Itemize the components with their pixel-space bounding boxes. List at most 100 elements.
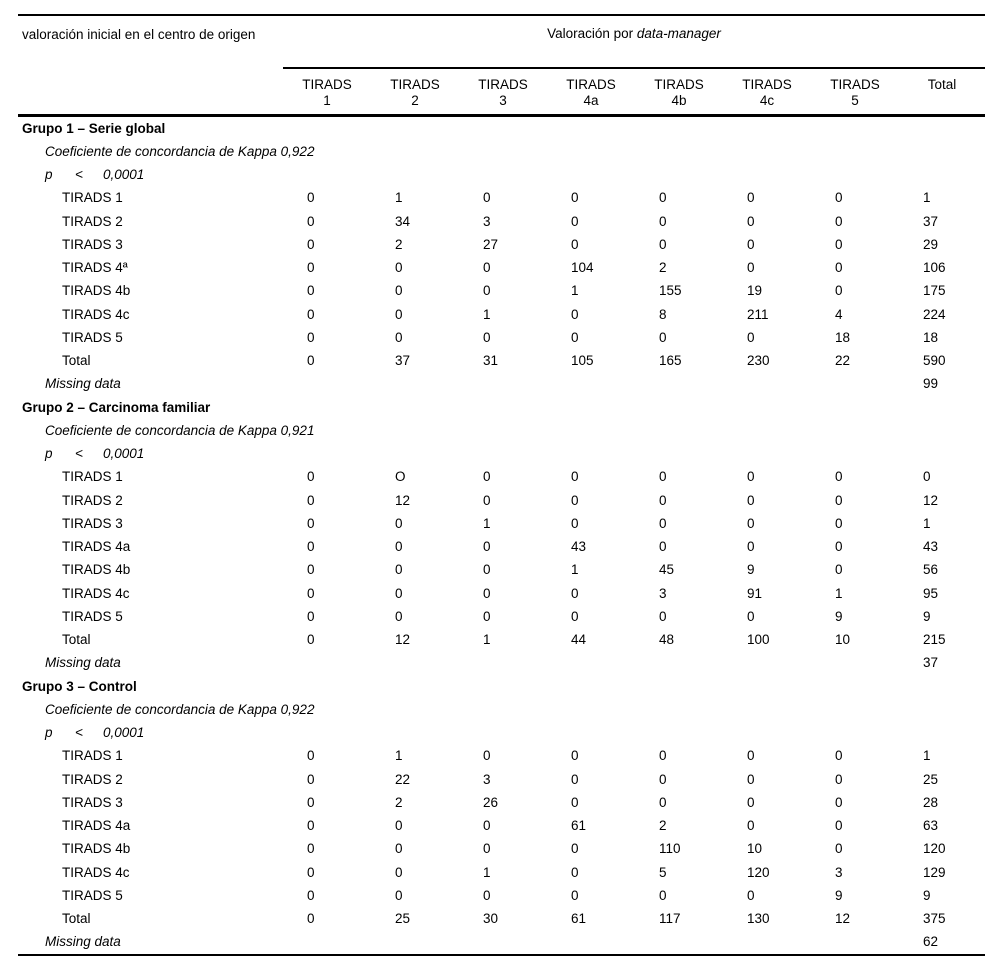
table-row: TIRADS 1 0 1 0 0 0 0 0 1	[18, 744, 985, 767]
row-label: TIRADS 5	[62, 329, 123, 345]
value-cell: 1	[571, 562, 579, 578]
value-cell: 0	[483, 841, 491, 857]
value-cell: 0	[395, 608, 403, 624]
value-cell: 230	[747, 353, 770, 368]
value-cell: 0	[835, 818, 843, 833]
value-cell: 0	[307, 236, 315, 252]
value-cell: 0	[307, 329, 315, 345]
value-cell: 29	[923, 236, 939, 252]
value-cell: 0	[571, 887, 579, 903]
table-row: Total 0 12 1 44 48 100 10 215	[18, 628, 985, 651]
value-cell: 9	[835, 608, 843, 624]
table-row: TIRADS 4c 0 0 1 0 5 120 3 129	[18, 861, 985, 884]
row-label: TIRADS 2	[62, 771, 123, 787]
value-cell: 0	[835, 539, 843, 554]
table-body: Grupo 1 – Serie global Coeficiente de con…	[18, 115, 985, 955]
table-row: TIRADS 4c 0 0 0 0 3 91 1 95	[18, 582, 985, 605]
value-cell: 43	[923, 539, 939, 554]
table-row: TIRADS 5 0 0 0 0 0 0 9 9	[18, 884, 985, 907]
value-cell: 18	[835, 329, 851, 345]
value-cell: 91	[747, 585, 763, 601]
group-title: Grupo 3 – Control	[22, 678, 137, 694]
table-row: TIRADS 2 0 12 0 0 0 0 0 12	[18, 489, 985, 512]
value-cell: 1	[483, 515, 491, 531]
value-cell: 0	[835, 469, 843, 485]
value-cell: 1	[923, 748, 931, 764]
value-cell: 2	[395, 236, 403, 252]
value-cell: 0	[747, 236, 755, 252]
value-cell: 56	[923, 562, 939, 578]
value-cell: 61	[571, 818, 587, 833]
col-header-tirads-4c: TIRADS 4c	[723, 68, 811, 117]
value-cell: 37	[923, 213, 939, 229]
value-cell: 0	[395, 818, 403, 833]
kappa-coefficient: Coeficiente de concordancia de Kappa 0,9…	[45, 143, 315, 159]
col-header-tirads-1: TIRADS 1	[283, 68, 371, 117]
p-operator: <	[75, 446, 83, 461]
value-cell: 0	[483, 260, 491, 275]
value-cell: 211	[747, 306, 769, 322]
value-cell: 0	[307, 213, 315, 229]
value-cell: 2	[395, 794, 403, 810]
value-cell: 1	[923, 515, 931, 531]
table-row: TIRADS 3 0 2 26 0 0 0 0 28	[18, 791, 985, 814]
value-cell: 0	[395, 283, 403, 299]
value-cell: 0	[571, 771, 579, 787]
value-cell: 1	[483, 306, 491, 322]
value-cell: 0	[835, 562, 843, 578]
value-cell: 0	[835, 771, 843, 787]
value-cell: 0	[483, 818, 491, 833]
value-cell: 105	[571, 353, 594, 368]
value-cell: 0	[395, 562, 403, 578]
value-cell: 0	[395, 841, 403, 857]
row-label: TIRADS 4c	[62, 864, 130, 880]
span-header-italic: data-manager	[636, 26, 721, 41]
value-cell: 9	[747, 562, 755, 578]
p-operator: <	[75, 725, 83, 740]
kappa-row: Coeficiente de concordancia de Kappa 0,9…	[18, 698, 985, 721]
table-row: TIRADS 1 0 1 0 0 0 0 0 1	[18, 186, 985, 209]
value-cell: 18	[923, 329, 939, 345]
col-header-tirads-4a: TIRADS 4a	[547, 68, 635, 117]
table-row: TIRADS 4ª 0 0 0 104 2 0 0 106	[18, 256, 985, 279]
value-cell: 0	[835, 748, 843, 764]
missing-data-value: 62	[923, 934, 939, 950]
value-cell: 3	[483, 213, 491, 229]
missing-data-value: 99	[923, 376, 939, 392]
value-cell: 34	[395, 213, 411, 229]
value-cell: 1	[395, 748, 403, 764]
value-cell: 22	[395, 771, 411, 787]
value-cell: 0	[395, 260, 403, 275]
value-cell: 45	[659, 562, 675, 578]
group-title: Grupo 1 – Serie global	[22, 120, 166, 136]
table-row: TIRADS 2 0 34 3 0 0 0 0 37	[18, 210, 985, 233]
table-row: TIRADS 2 0 22 3 0 0 0 0 25	[18, 768, 985, 791]
row-label: Total	[62, 911, 91, 926]
col-header-tirads-5: TIRADS 5	[811, 68, 899, 117]
value-cell: 0	[483, 748, 491, 764]
row-label: TIRADS 2	[62, 213, 123, 229]
value-cell: 0	[659, 608, 667, 624]
value-cell: 0	[307, 911, 315, 926]
value-cell: 0	[835, 236, 843, 252]
table-row: Total 0 37 31 105 165 230 22 590	[18, 349, 985, 372]
value-cell: 10	[747, 841, 763, 857]
value-cell: 0	[571, 213, 579, 229]
value-cell: 0	[307, 306, 315, 322]
value-cell: 0	[307, 608, 315, 624]
value-cell: 0	[747, 748, 755, 764]
value-cell: 224	[923, 306, 946, 322]
stub-header-text: valoración inicial en el centro de orige…	[22, 27, 256, 42]
value-cell: 0	[659, 794, 667, 810]
span-header-row: valoración inicial en el centro de orige…	[18, 15, 985, 117]
value-cell: 0	[571, 864, 579, 880]
value-cell: 10	[835, 632, 851, 647]
value-cell: 0	[483, 887, 491, 903]
value-cell: 0	[835, 794, 843, 810]
row-label: TIRADS 4b	[62, 841, 131, 857]
value-cell: 0	[659, 887, 667, 903]
value-cell: 130	[747, 911, 770, 926]
value-cell: 9	[923, 608, 931, 624]
p-value-line: p <0,0001	[18, 442, 985, 465]
p-label: p	[45, 725, 53, 740]
